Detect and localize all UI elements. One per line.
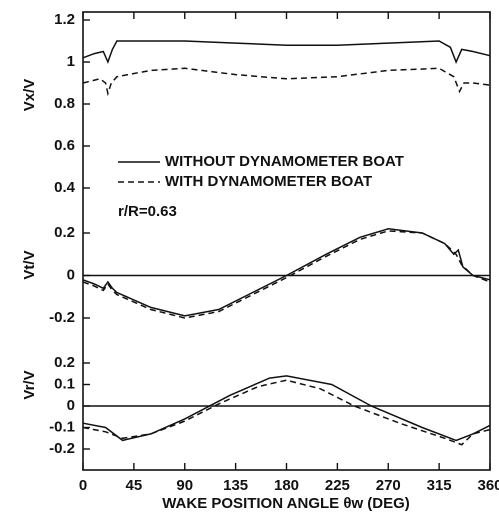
legend-label: WITHOUT DYNAMOMETER BOAT — [165, 153, 404, 170]
x-tick-label: 180 — [274, 477, 299, 494]
series-line — [82, 379, 491, 446]
y-axis-label: Vx/V — [21, 79, 38, 112]
x-tick-label: 360 — [477, 477, 499, 494]
y-tick-label: 0.2 — [54, 224, 75, 241]
x-tick-label: 315 — [427, 477, 452, 494]
x-axis-label: WAKE POSITION ANGLE θw (DEG) — [162, 495, 410, 512]
y-axis-label: Vt/V — [21, 250, 38, 279]
y-tick-label: -0.2 — [49, 440, 75, 457]
y-tick-label: -0.2 — [49, 309, 75, 326]
legend-label: WITH DYNAMOMETER BOAT — [165, 173, 372, 190]
y-tick-label: 0.2 — [54, 354, 75, 371]
y-tick-label: 0.1 — [54, 375, 75, 392]
x-tick-label: 225 — [325, 477, 350, 494]
x-tick-label: 135 — [223, 477, 248, 494]
x-tick-label: 90 — [176, 477, 193, 494]
y-tick-label: 1 — [67, 53, 75, 70]
x-tick-label: 0 — [79, 477, 87, 494]
y-tick-label: 0.8 — [54, 95, 75, 112]
x-tick-label: 45 — [126, 477, 143, 494]
y-tick-label: 0 — [67, 266, 75, 283]
y-tick-label: 1.2 — [54, 11, 75, 28]
plot-frame — [82, 11, 491, 471]
y-axis-label: Vr/V — [21, 370, 38, 399]
y-tick-label: 0.6 — [54, 137, 75, 154]
y-tick-label: 0.4 — [54, 179, 76, 196]
y-tick-label: -0.1 — [49, 418, 75, 435]
x-tick-label: 270 — [376, 477, 401, 494]
series-line — [82, 40, 491, 65]
annotation: r/R=0.63 — [118, 203, 177, 220]
series-line — [82, 67, 491, 97]
series-line — [82, 375, 491, 442]
y-tick-label: 0 — [67, 397, 75, 414]
series-line — [82, 228, 491, 317]
series-line — [82, 230, 491, 319]
